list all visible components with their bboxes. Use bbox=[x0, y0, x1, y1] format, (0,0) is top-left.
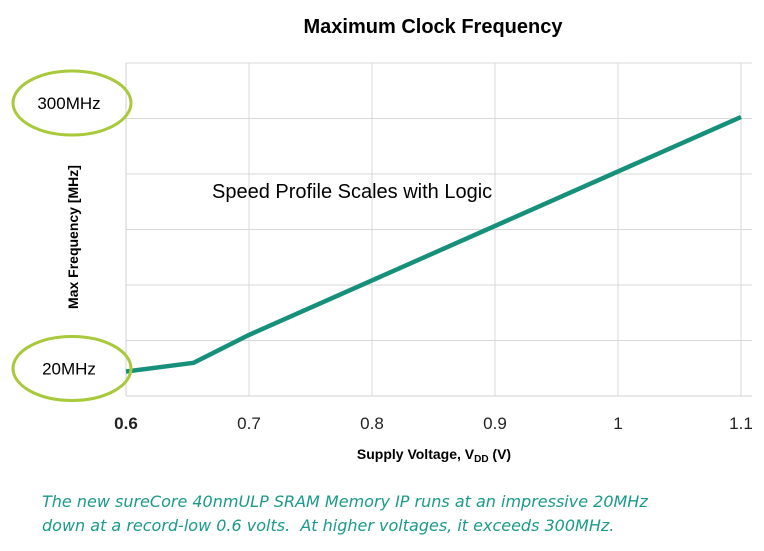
caption-line-2: down at a record-low 0.6 volts. At highe… bbox=[42, 516, 615, 535]
callout-ellipse bbox=[11, 69, 133, 137]
x-axis-label-main: Supply Voltage, V bbox=[357, 446, 475, 462]
series-layer bbox=[125, 114, 742, 374]
x-tick-label: 0.7 bbox=[237, 414, 261, 433]
callout-label: 300MHz bbox=[37, 94, 100, 113]
x-tick-label: 0.9 bbox=[483, 414, 507, 433]
x-tick-label: 0.8 bbox=[360, 414, 384, 433]
x-tick-label: 1.1 bbox=[729, 414, 753, 433]
callouts: 300MHz 20MHz bbox=[11, 69, 133, 402]
plot-frame bbox=[125, 63, 752, 397]
x-tick-label: 1 bbox=[613, 414, 622, 433]
callout-ellipse bbox=[11, 335, 133, 402]
x-tick-label: 0.6 bbox=[114, 414, 138, 433]
x-axis-label-subscript: DD bbox=[474, 454, 488, 465]
callout-label: 20MHz bbox=[42, 360, 96, 379]
x-axis-label-suffix: (V) bbox=[489, 446, 512, 462]
center-annotation: Speed Profile Scales with Logic bbox=[212, 181, 492, 203]
grid bbox=[126, 62, 752, 396]
caption: The new sureCore 40nmULP SRAM Memory IP … bbox=[42, 490, 742, 538]
y-axis-label: Max Frequency [MHz] bbox=[65, 165, 81, 309]
chart: Maximum Clock Frequency 0.6 0.7 0.8 0.9 1 1.1… bbox=[11, 16, 753, 465]
chart-title: Maximum Clock Frequency bbox=[304, 16, 564, 38]
x-tick-labels: 0.6 0.7 0.8 0.9 1 1.1 bbox=[114, 414, 753, 433]
series-line bbox=[125, 114, 742, 374]
caption-line-1: The new sureCore 40nmULP SRAM Memory IP … bbox=[42, 492, 648, 511]
x-axis-label: Supply Voltage, VDD (V) bbox=[357, 446, 511, 465]
